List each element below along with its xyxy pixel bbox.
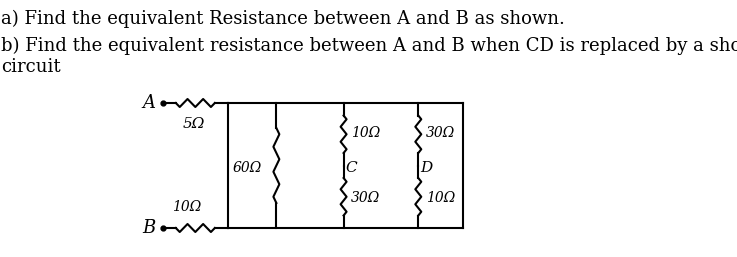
Text: A: A [142, 94, 156, 112]
Text: 30Ω: 30Ω [351, 191, 380, 205]
Text: 10Ω: 10Ω [172, 200, 201, 214]
Text: 10Ω: 10Ω [426, 191, 455, 205]
Text: 30Ω: 30Ω [426, 126, 455, 140]
Text: 60Ω: 60Ω [232, 161, 262, 175]
Text: 5Ω: 5Ω [183, 117, 206, 131]
Text: D: D [420, 161, 432, 175]
Text: 10Ω: 10Ω [351, 126, 380, 140]
Text: a) Find the equivalent Resistance between A and B as shown.: a) Find the equivalent Resistance betwee… [1, 10, 565, 28]
Text: B: B [142, 219, 156, 237]
Text: b) Find the equivalent resistance between A and B when CD is replaced by a short: b) Find the equivalent resistance betwee… [1, 37, 737, 76]
Text: C: C [345, 161, 357, 175]
